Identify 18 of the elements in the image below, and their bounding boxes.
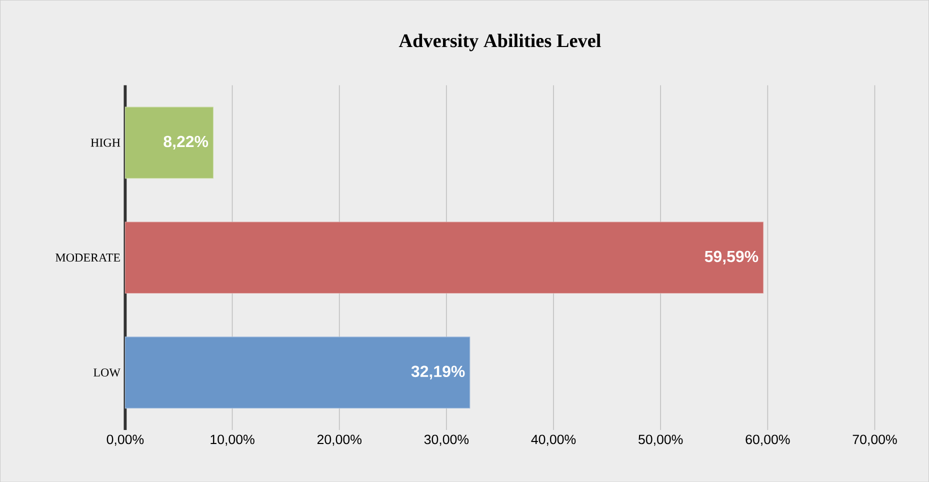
bar: [124, 336, 470, 408]
x-tick-label: 30,00%: [424, 434, 469, 446]
y-tick-label: HIGH: [90, 138, 120, 147]
data-label: 8,22%: [164, 136, 208, 150]
x-tick-label: 0,00%: [106, 434, 144, 446]
x-tick-label: 70,00%: [852, 434, 897, 446]
bar: [124, 222, 764, 294]
chart-title: Adversity Abilities Level: [398, 34, 601, 52]
x-tick-label: 10,00%: [210, 434, 254, 446]
x-tick-label: 50,00%: [638, 434, 683, 446]
data-label: 59,59%: [704, 250, 758, 264]
bar: [124, 106, 214, 178]
y-tick-label: LOW: [94, 368, 120, 376]
y-tick-label: MODERATE: [56, 253, 120, 262]
x-tick-label: 60,00%: [746, 434, 790, 446]
x-tick-label: 20,00%: [317, 434, 362, 446]
x-tick-label: 40,00%: [531, 434, 576, 446]
data-label: 32,19%: [411, 366, 465, 380]
